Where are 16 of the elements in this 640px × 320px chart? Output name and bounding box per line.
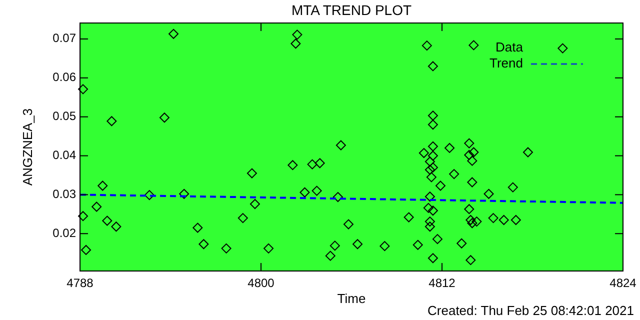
series-label: Data <box>496 39 524 54</box>
y-tick-label: 0.06 <box>52 70 76 84</box>
legend-label: Trend <box>490 55 523 70</box>
y-tick-label: 0.02 <box>52 226 76 240</box>
x-tick-label: 4812 <box>428 276 456 290</box>
x-tick-label: 4824 <box>610 276 637 290</box>
y-tick-label: 0.03 <box>52 186 76 201</box>
x-tick-label: 4788 <box>66 276 94 290</box>
text: Created: Thu Feb 25 08:42:01 2021 <box>428 303 634 318</box>
y-axis-title: ANGZNEA_3 <box>20 108 35 186</box>
y-tick-label: 0.05 <box>52 109 76 123</box>
x-tick-label: 4800 <box>248 276 275 290</box>
y-tick-label: 0.07 <box>52 31 76 46</box>
x-axis-title: Time <box>337 291 366 306</box>
chart-title: MTA TREND PLOT <box>291 2 412 18</box>
y-tick-label: 0.04 <box>52 148 76 162</box>
